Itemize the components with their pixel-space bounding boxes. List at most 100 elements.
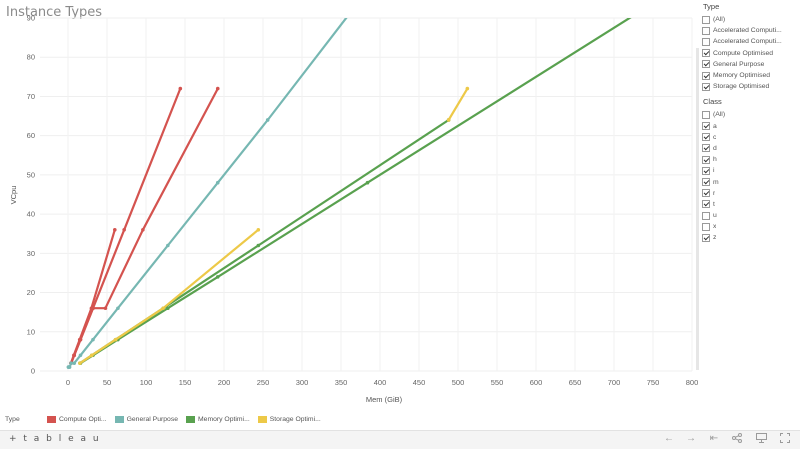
legend-title: Type [5, 415, 20, 423]
data-point [122, 228, 126, 232]
class-filter-option-label: d [713, 144, 717, 152]
checkbox[interactable] [702, 166, 710, 175]
x-tick-label: 800 [686, 378, 699, 387]
y-tick-label: 50 [27, 170, 35, 179]
data-point [72, 353, 77, 358]
data-point [69, 361, 73, 365]
checkbox[interactable] [702, 211, 710, 220]
x-tick-label: 450 [413, 378, 426, 387]
class-filter-title: Class [703, 97, 722, 107]
checkbox[interactable] [702, 222, 710, 231]
class-filter-option[interactable]: m [702, 176, 798, 187]
legend-label: Storage Optimi... [269, 415, 321, 423]
type-filter-option[interactable]: Accelerated Computi... [702, 36, 798, 47]
checkbox[interactable] [702, 71, 710, 80]
data-point [72, 361, 77, 365]
class-filter-option[interactable]: (All) [702, 109, 798, 120]
type-filter-option[interactable]: Storage Optimised [702, 81, 798, 92]
legend-swatch [257, 415, 267, 423]
x-tick-label: 550 [491, 378, 504, 387]
checkbox[interactable] [702, 49, 710, 58]
checkbox[interactable] [702, 110, 710, 119]
type-filter-option-label: General Purpose [713, 60, 765, 68]
class-filter-option[interactable]: h [702, 154, 798, 165]
y-tick-label: 70 [27, 92, 35, 101]
type-filter-list: (All) Accelerated Computi... Accelerated C… [702, 14, 798, 92]
checkbox[interactable] [702, 26, 710, 35]
x-axis-label: Mem (GiB) [366, 395, 403, 404]
type-filter-option-label: (All) [713, 16, 726, 24]
legend-item[interactable]: Memory Optimi... [186, 415, 250, 423]
x-tick-label: 650 [569, 378, 582, 387]
legend-item[interactable]: Storage Optimi... [257, 415, 321, 423]
class-filter-option[interactable]: u [702, 210, 798, 221]
class-filter-option[interactable]: i [702, 165, 798, 176]
checkbox[interactable] [702, 122, 710, 131]
checkbox[interactable] [702, 178, 710, 187]
x-tick-label: 500 [452, 378, 465, 387]
checkbox[interactable] [702, 133, 710, 142]
data-point [265, 118, 270, 122]
class-filter-option-label: h [713, 156, 717, 164]
type-filter-option-label: Accelerated Computi... [713, 27, 782, 35]
class-filter-option[interactable]: c [702, 132, 798, 143]
checkbox[interactable] [702, 15, 710, 24]
x-tick-label: 0 [66, 378, 70, 387]
redo-icon[interactable]: → [686, 433, 696, 444]
data-point [215, 275, 220, 279]
legend-item[interactable]: General Purpose [114, 415, 178, 423]
legend-swatch [114, 415, 124, 423]
legend-label: Compute Opti... [59, 415, 107, 423]
class-filter-option[interactable]: r [702, 188, 798, 199]
filter-scrollbar[interactable] [696, 48, 699, 370]
data-point [365, 180, 370, 185]
data-point [465, 86, 470, 91]
share-icon[interactable] [730, 433, 744, 446]
fullscreen-icon[interactable] [778, 433, 792, 446]
y-tick-label: 0 [31, 367, 35, 376]
checkbox[interactable] [702, 233, 710, 242]
data-point [67, 365, 72, 369]
legend-item[interactable]: Compute Opti... [47, 415, 107, 423]
class-filter-option[interactable]: x [702, 221, 798, 232]
line-chart: 0 10 20 30 40 50 60 70 80 90 0 50 100 150 200 250 300 350… [9, 14, 699, 405]
type-filter-option-label: Memory Optimised [713, 72, 771, 80]
type-filter-option[interactable]: Memory Optimised [702, 70, 798, 81]
checkbox[interactable] [702, 82, 710, 91]
x-tick-label: 250 [257, 378, 270, 387]
type-filter-option[interactable]: Compute Optimised [702, 48, 798, 59]
class-filter-option[interactable]: d [702, 143, 798, 154]
chart-title: Instance Types [6, 5, 103, 20]
class-filter-option[interactable]: z [702, 232, 798, 243]
checkbox[interactable] [702, 200, 710, 209]
legend-swatch [47, 415, 56, 423]
type-filter-option[interactable]: Accelerated Computi... [702, 25, 798, 36]
type-filter-option-label: Accelerated Computi... [713, 38, 782, 46]
type-filter-option[interactable]: General Purpose [702, 59, 798, 70]
class-filter-option[interactable]: a [702, 121, 798, 132]
class-filter-option[interactable]: t [702, 199, 798, 210]
x-tick-label: 350 [335, 378, 348, 387]
legend-label: General Purpose [126, 415, 178, 423]
type-filter-option[interactable]: (All) [702, 14, 798, 25]
present-icon[interactable] [754, 433, 768, 446]
checkbox[interactable] [702, 155, 710, 164]
data-point [78, 353, 83, 358]
data-point [78, 337, 83, 342]
checkbox[interactable] [702, 60, 710, 69]
x-tick-label: 200 [218, 378, 231, 387]
undo-icon[interactable]: ← [664, 433, 674, 444]
filter-panel: Type (All) Accelerated Computi... Accelera… [702, 2, 798, 244]
checkbox[interactable] [702, 144, 710, 153]
data-point [141, 228, 145, 232]
revert-icon[interactable]: ⇤ [709, 433, 719, 444]
checkbox[interactable] [702, 37, 710, 46]
class-filter-option-label: a [713, 122, 717, 130]
data-point [91, 306, 95, 311]
checkbox[interactable] [702, 189, 710, 198]
data-point [89, 353, 94, 358]
x-tick-label: 750 [647, 378, 660, 387]
class-filter-option-label: u [713, 212, 717, 220]
data-point [256, 243, 261, 248]
